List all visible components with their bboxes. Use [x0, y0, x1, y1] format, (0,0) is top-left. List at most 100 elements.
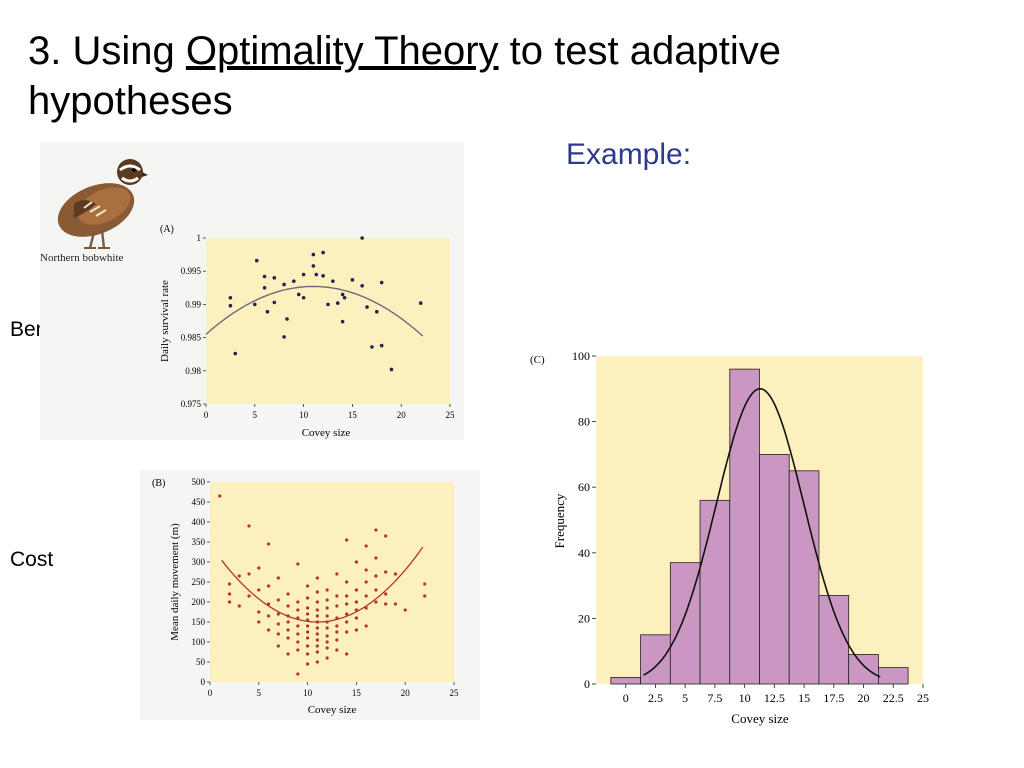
chart-b-point [296, 648, 300, 652]
bird-caption: Northern bobwhite [40, 252, 124, 264]
chart-b-ytick-label: 500 [192, 477, 206, 487]
chart-a-fit-curve [205, 285, 424, 337]
chart-c-panel-label: (C) [530, 354, 545, 366]
chart-c-ytick-label: 40 [578, 546, 590, 560]
chart-b-point [257, 588, 261, 592]
chart-c-bar [640, 634, 671, 685]
chart-b-point [364, 594, 368, 598]
chart-c-histogram: (C) 0 20 40 60 80 100 0 2.5 5 7.5 10 12.5 15 17.5 20 2… [530, 349, 929, 726]
chart-c-ytick-label: 20 [578, 611, 590, 625]
chart-a-point [340, 292, 345, 297]
chart-b-point [247, 594, 251, 598]
chart-b-point [335, 572, 339, 576]
chart-a-point [254, 258, 259, 263]
chart-c-xlabel: Covey size [731, 711, 789, 726]
chart-b-point [306, 652, 310, 656]
chart-b-point [306, 630, 310, 634]
chart-b-movement: (B) 0 50 100 150 200 250 300 350 400 450 500 0 5 10 1… [152, 477, 459, 716]
chart-b-point [315, 600, 319, 604]
chart-a-point [262, 286, 267, 290]
chart-b-ytick-label: 100 [192, 637, 206, 647]
chart-b-point [354, 560, 358, 564]
title-suffix: to test adaptive hypotheses [28, 29, 781, 123]
chart-b-point [354, 616, 358, 620]
chart-a-point [253, 302, 257, 307]
chart-b-point [325, 614, 329, 618]
chart-a-point [379, 343, 384, 348]
chart-a-point [326, 302, 330, 307]
chart-b-point [315, 644, 319, 648]
cost-label: Cost [10, 548, 54, 571]
chart-b-point [374, 574, 378, 578]
chart-b-point [306, 662, 310, 666]
chart-a-xtick-label: 15 [348, 410, 358, 420]
chart-c-xtick-label: 17.5 [823, 691, 844, 705]
chart-a-point [314, 272, 319, 277]
chart-b-point [276, 644, 280, 648]
chart-a-xtick-label: 10 [299, 410, 309, 420]
title-prefix: 3. Using [28, 29, 186, 73]
chart-b-fit-curve [221, 546, 424, 623]
chart-b-ytick-label: 400 [192, 517, 206, 527]
chart-a-point [272, 300, 277, 305]
chart-c-bar [759, 454, 790, 685]
chart-b-point [276, 598, 280, 602]
chart-c-xtick-label: 10 [739, 691, 751, 705]
chart-b-point [345, 652, 349, 656]
chart-b-point [315, 626, 319, 630]
chart-c-xtick-label: 5 [682, 691, 688, 705]
chart-b-point [306, 624, 310, 628]
chart-c-xtick-label: 22.5 [883, 691, 904, 705]
chart-b-point [364, 624, 368, 628]
chart-a-ytick-label: 1 [197, 233, 202, 243]
chart-b-point [335, 594, 339, 598]
chart-b-point [354, 600, 358, 604]
chart-b-point [325, 588, 329, 592]
chart-b-xtick-label: 0 [208, 688, 213, 698]
chart-a-ytick-label: 0.995 [181, 266, 202, 276]
chart-b-point [345, 594, 349, 598]
chart-b-point [257, 620, 261, 624]
chart-b-point [345, 630, 349, 634]
chart-c-bar [699, 499, 731, 685]
chart-b-point [315, 576, 319, 580]
chart-b-point [227, 582, 232, 586]
chart-a-ytick-label: 0.975 [181, 399, 202, 409]
chart-b-ytick-label: 250 [192, 577, 206, 587]
chart-b-point [364, 580, 368, 584]
chart-a-xtick-label: 20 [397, 410, 407, 420]
chart-c-bar [610, 677, 641, 685]
chart-b-point [364, 568, 368, 572]
chart-a-point [296, 292, 301, 297]
chart-b-point [218, 494, 222, 498]
chart-b-point [374, 556, 378, 560]
chart-b-point [345, 620, 349, 624]
bobwhite-illustration [57, 159, 148, 249]
chart-b-xlabel: Covey size [308, 704, 357, 716]
chart-c-xtick-label: 2.5 [648, 691, 663, 705]
chart-b-point [306, 636, 310, 640]
chart-b-point [237, 574, 241, 578]
chart-b-point [345, 538, 349, 542]
chart-b-point [354, 628, 358, 632]
chart-a-point [311, 252, 316, 257]
chart-b-point [315, 650, 319, 654]
chart-c-ytick-label: 100 [572, 349, 590, 363]
chart-c-xtick-label: 7.5 [707, 691, 722, 705]
chart-a-point [233, 351, 238, 356]
chart-b-point [325, 640, 329, 644]
example-label: Example: [566, 138, 692, 171]
chart-b-point [296, 640, 300, 644]
chart-b-point [286, 620, 290, 624]
chart-b-point [345, 612, 349, 616]
chart-b-point [296, 608, 300, 612]
chart-b-xtick-label: 5 [257, 688, 262, 698]
chart-b-point [306, 584, 310, 588]
slide-title: 3. Using Optimality Theory to test adapt… [28, 26, 988, 126]
chart-c-xtick-label: 25 [917, 691, 929, 705]
chart-b-ytick-label: 300 [192, 557, 206, 567]
chart-b-point [257, 610, 261, 614]
chart-b-point [306, 606, 310, 610]
title-link[interactable]: Optimality Theory [185, 29, 499, 73]
